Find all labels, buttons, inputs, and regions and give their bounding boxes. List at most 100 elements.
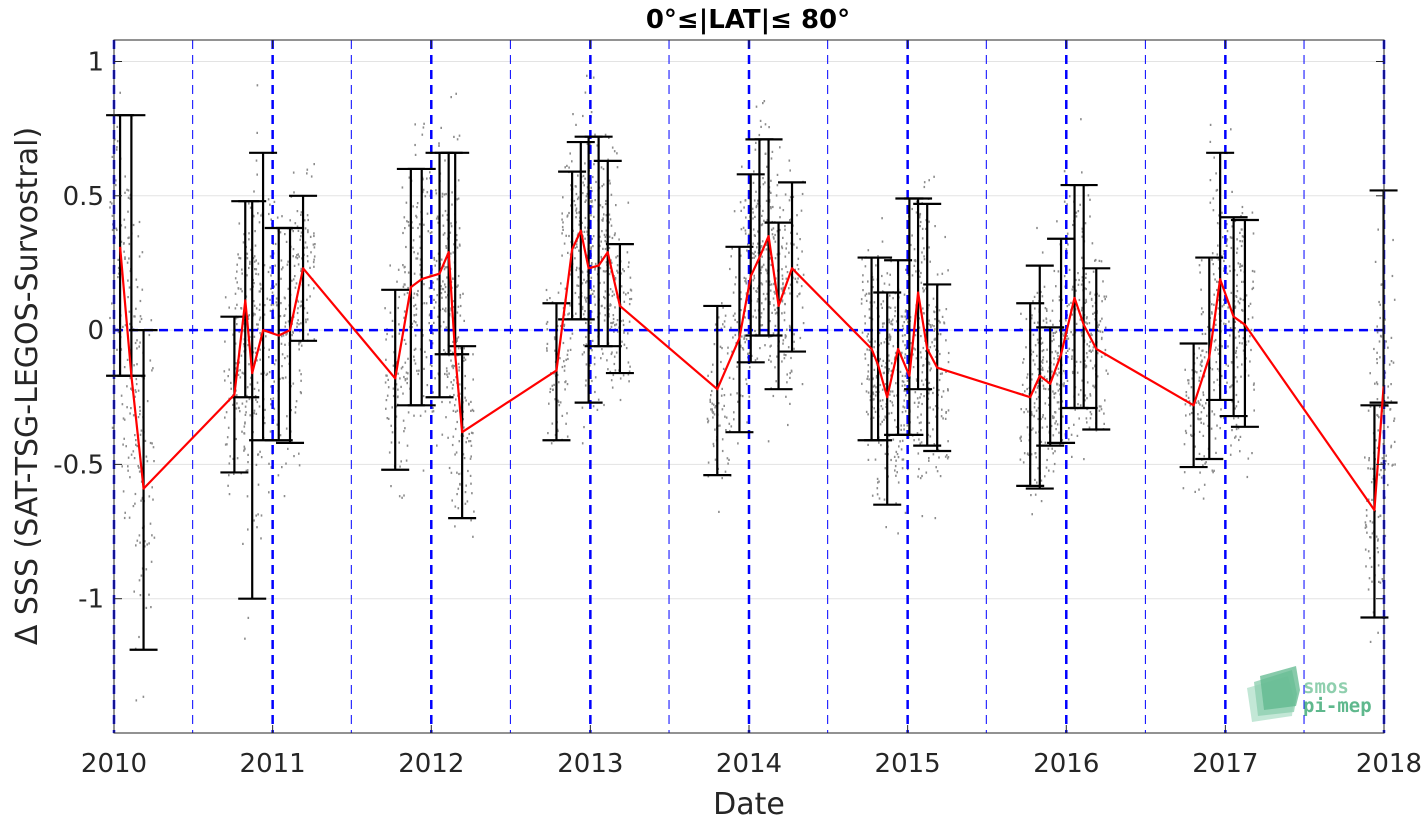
scatter-point [872, 385, 875, 388]
scatter-point [585, 379, 587, 382]
scatter-point [1046, 348, 1048, 351]
scatter-point [229, 455, 231, 458]
scatter-point [422, 178, 424, 181]
scatter-point [1063, 275, 1066, 278]
scatter-point [1051, 340, 1053, 343]
scatter-point [385, 338, 387, 341]
scatter-point [891, 323, 894, 326]
scatter-point [418, 369, 420, 372]
scatter-point [888, 306, 890, 309]
scatter-point [292, 255, 294, 258]
scatter-point [1024, 390, 1026, 393]
scatter-point [463, 356, 465, 359]
scatter-point [1047, 388, 1050, 391]
scatter-point [462, 453, 465, 456]
scatter-point [761, 223, 764, 226]
scatter-point [294, 275, 296, 278]
scatter-point [613, 293, 615, 296]
scatter-point [605, 261, 608, 264]
scatter-point [725, 429, 727, 432]
scatter-point [387, 417, 390, 420]
scatter-point [1063, 384, 1065, 387]
scatter-point [918, 317, 920, 320]
scatter-point [1080, 331, 1083, 334]
scatter-point [468, 403, 470, 406]
scatter-point [1365, 523, 1367, 527]
scatter-point [151, 442, 153, 445]
scatter-point [228, 474, 230, 477]
scatter-point [1251, 287, 1254, 291]
scatter-point [440, 285, 442, 288]
scatter-point [885, 337, 887, 341]
scatter-point [390, 441, 393, 444]
scatter-point [437, 221, 439, 224]
scatter-point [545, 288, 548, 292]
scatter-point [785, 247, 787, 250]
scatter-point [1081, 230, 1084, 233]
scatter-point [116, 228, 118, 232]
scatter-point [774, 257, 777, 260]
scatter-point [1367, 409, 1370, 412]
scatter-point [1044, 402, 1047, 405]
scatter-point [1380, 462, 1383, 465]
scatter-point [441, 296, 443, 299]
scatter-point [868, 308, 871, 311]
scatter-point [313, 265, 315, 268]
scatter-point [1022, 461, 1025, 464]
scatter-point [891, 390, 894, 393]
scatter-point [1376, 325, 1378, 328]
scatter-point [238, 256, 240, 260]
scatter-point [1085, 417, 1088, 420]
scatter-point [1378, 473, 1381, 476]
scatter-point [1241, 308, 1243, 312]
x-tick-label: 2018 [1356, 749, 1422, 779]
scatter-point [249, 262, 251, 265]
scatter-point [253, 260, 256, 263]
scatter-point [881, 274, 883, 278]
scatter-point [138, 579, 141, 582]
scatter-point [1229, 334, 1231, 337]
scatter-point [457, 347, 460, 350]
scatter-point [1230, 236, 1233, 239]
scatter-point [740, 298, 743, 301]
scatter-point [307, 260, 309, 263]
scatter-point [1036, 481, 1038, 484]
scatter-point [751, 256, 754, 260]
scatter-point [1366, 531, 1368, 534]
scatter-point [927, 397, 930, 400]
scatter-point [743, 337, 745, 340]
scatter-point [426, 177, 428, 180]
scatter-point [922, 312, 925, 315]
scatter-point [888, 334, 891, 337]
scatter-point [923, 258, 926, 261]
scatter-point [581, 307, 584, 311]
scatter-point [736, 321, 739, 324]
scatter-point [255, 463, 258, 466]
scatter-point [1026, 376, 1028, 379]
scatter-point [138, 345, 140, 348]
scatter-point [1198, 347, 1200, 350]
scatter-point [279, 315, 282, 318]
scatter-point [144, 439, 147, 442]
scatter-point [1202, 311, 1204, 314]
scatter-point [721, 347, 723, 350]
scatter-point [613, 330, 615, 333]
scatter-point [737, 442, 739, 445]
scatter-point [1240, 375, 1242, 378]
scatter-point [760, 272, 762, 275]
scatter-point [135, 307, 137, 310]
x-tick-label: 2013 [557, 749, 623, 779]
scatter-point [404, 227, 406, 230]
scatter-point [604, 297, 606, 300]
scatter-point [276, 423, 279, 426]
scatter-point [912, 366, 915, 369]
scatter-point [1198, 488, 1200, 491]
scatter-point [1030, 494, 1032, 497]
scatter-point [581, 271, 584, 274]
scatter-point [765, 248, 768, 251]
scatter-point [766, 165, 768, 168]
scatter-point [1037, 417, 1039, 421]
scatter-point [789, 169, 791, 172]
scatter-point [721, 477, 723, 480]
scatter-point [616, 319, 619, 322]
